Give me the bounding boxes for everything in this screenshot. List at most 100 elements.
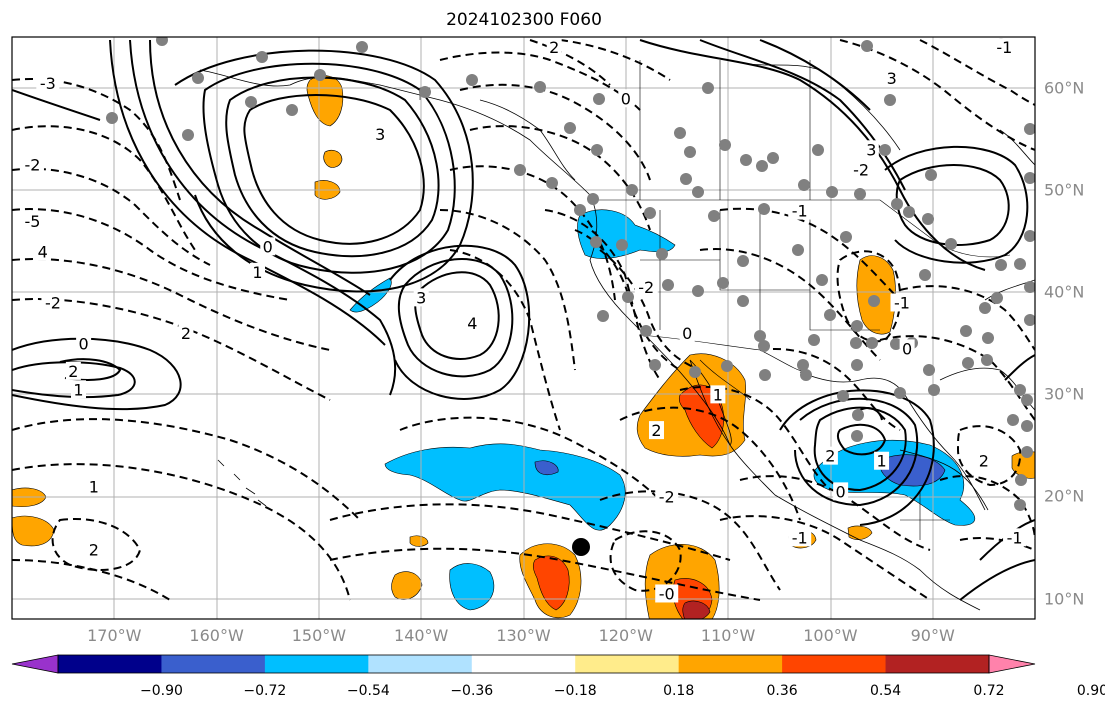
contour-label: 4 bbox=[467, 314, 477, 333]
contour-label-background bbox=[863, 140, 879, 159]
longitude-label: 130°W bbox=[496, 626, 551, 645]
positive-anomaly-area bbox=[391, 571, 423, 600]
contour-label: -3 bbox=[40, 74, 56, 93]
longitude-label: 120°W bbox=[598, 626, 653, 645]
colorbar-tick-label: 0.72 bbox=[973, 683, 1005, 699]
contour-label-background bbox=[655, 487, 679, 506]
contour-label-background bbox=[413, 288, 429, 307]
latitude-label: 60°N bbox=[1044, 78, 1085, 98]
colorbar-tick-label: −0.54 bbox=[346, 683, 390, 699]
longitude-label: 160°W bbox=[189, 626, 244, 645]
contour-label-background bbox=[70, 380, 86, 399]
colorbar-right-extension bbox=[988, 654, 1036, 674]
contour-label: -2 bbox=[853, 161, 869, 180]
colorbar-cell bbox=[471, 655, 576, 673]
contour-label: 2 bbox=[825, 447, 835, 466]
contour-label-background bbox=[86, 540, 102, 559]
longitude-label: 140°W bbox=[394, 626, 449, 645]
contour-label-background bbox=[1003, 528, 1027, 547]
contour-label-background bbox=[65, 361, 81, 380]
contour-label: -2 bbox=[45, 293, 61, 312]
contour-label-background bbox=[250, 262, 266, 281]
contour-label-background bbox=[36, 73, 60, 92]
colorbar-tick-label: 0.18 bbox=[663, 683, 695, 699]
longitude-label: 90°W bbox=[910, 626, 955, 645]
contour-label-background bbox=[874, 451, 890, 470]
positive-anomaly-area bbox=[856, 255, 896, 335]
map-title: 2024102300 F060 bbox=[446, 10, 602, 30]
colorbar-cell bbox=[58, 655, 162, 673]
contour-label: 2 bbox=[549, 38, 559, 57]
longitude-label: 150°W bbox=[291, 626, 347, 645]
contour-label: 2 bbox=[89, 541, 99, 560]
colorbar-tick-label: −0.36 bbox=[450, 683, 494, 699]
colorbar-tick-label: −0.18 bbox=[553, 683, 597, 699]
negative-anomaly-area bbox=[449, 563, 495, 611]
contour-label-background bbox=[260, 237, 276, 256]
contour-label: 2 bbox=[68, 362, 78, 381]
latitude-label: 10°N bbox=[1044, 589, 1085, 609]
map-frame bbox=[11, 36, 1036, 620]
positive-anomaly-area bbox=[847, 525, 873, 540]
solid-contours bbox=[12, 39, 1035, 601]
contour-label-background bbox=[372, 125, 388, 143]
negative-anomaly-area bbox=[384, 443, 626, 531]
contour-label-background bbox=[710, 385, 726, 404]
contour-label: 1 bbox=[89, 477, 99, 496]
contour-label: -5 bbox=[24, 212, 40, 231]
positive-anomaly-core bbox=[532, 555, 570, 611]
contour-label-background bbox=[884, 68, 900, 87]
dashed-contours bbox=[12, 39, 1035, 601]
contour-label-background bbox=[41, 293, 65, 312]
contour-label-background bbox=[899, 339, 915, 358]
contour-label: -2 bbox=[638, 278, 654, 297]
latitude-label: 30°N bbox=[1044, 384, 1085, 404]
latitude-label: 50°N bbox=[1044, 180, 1085, 200]
contour-label: 0 bbox=[79, 334, 89, 353]
contour-label: 0 bbox=[682, 324, 692, 343]
contour-label-background bbox=[35, 242, 51, 261]
contour-label-background bbox=[648, 421, 664, 440]
latitude-label: 20°N bbox=[1044, 486, 1085, 506]
contour-label-background bbox=[822, 446, 838, 465]
colorbar-tick-label: −0.90 bbox=[139, 683, 183, 699]
contour-label-background bbox=[992, 38, 1016, 57]
contour-label: 2 bbox=[979, 452, 989, 471]
colorbar-cell bbox=[782, 655, 887, 673]
station-markers bbox=[106, 37, 1035, 511]
contour-label: 1 bbox=[876, 452, 886, 471]
colorbar-cell bbox=[264, 655, 369, 673]
contour-label: -1 bbox=[792, 202, 808, 221]
longitude-label: 170°W bbox=[87, 626, 142, 645]
contour-label: 0 bbox=[902, 339, 912, 358]
colorbar bbox=[11, 654, 1036, 674]
contour-label-background bbox=[464, 313, 480, 332]
positive-anomaly-area bbox=[409, 535, 429, 547]
contour-label-background bbox=[86, 477, 102, 496]
contour-label: 0 bbox=[621, 89, 631, 108]
contour-label: -2 bbox=[659, 487, 675, 506]
positive-anomaly-area bbox=[12, 515, 55, 547]
contour-label-background bbox=[20, 155, 44, 174]
contour-label: -1 bbox=[996, 38, 1012, 57]
colorbar-cell bbox=[161, 655, 266, 673]
contour-label: -1 bbox=[894, 293, 910, 312]
colorbar-cell bbox=[678, 655, 783, 673]
colorbar-cell bbox=[885, 655, 990, 673]
latitude-label: 40°N bbox=[1044, 282, 1085, 302]
longitude-label: 100°W bbox=[803, 626, 858, 645]
contour-label: 3 bbox=[887, 69, 897, 88]
contour-label-background bbox=[976, 451, 992, 470]
colorbar-tick-label: 0.90 bbox=[1076, 683, 1105, 699]
contour-label: -1 bbox=[1007, 528, 1023, 547]
political-borders bbox=[419, 60, 1011, 540]
contour-label: 1 bbox=[252, 263, 262, 282]
colorbar-tick-label: 0.36 bbox=[766, 683, 798, 699]
contour-label-background bbox=[655, 584, 679, 603]
contour-label: 3 bbox=[416, 288, 426, 307]
contour-label-background bbox=[76, 334, 92, 353]
colorbar-tick-label: 0.54 bbox=[869, 683, 902, 699]
contour-labels: -3-2-54-20212120133420-2012-2-1-0201-2-1… bbox=[20, 38, 1027, 603]
contour-label-background bbox=[634, 278, 658, 297]
